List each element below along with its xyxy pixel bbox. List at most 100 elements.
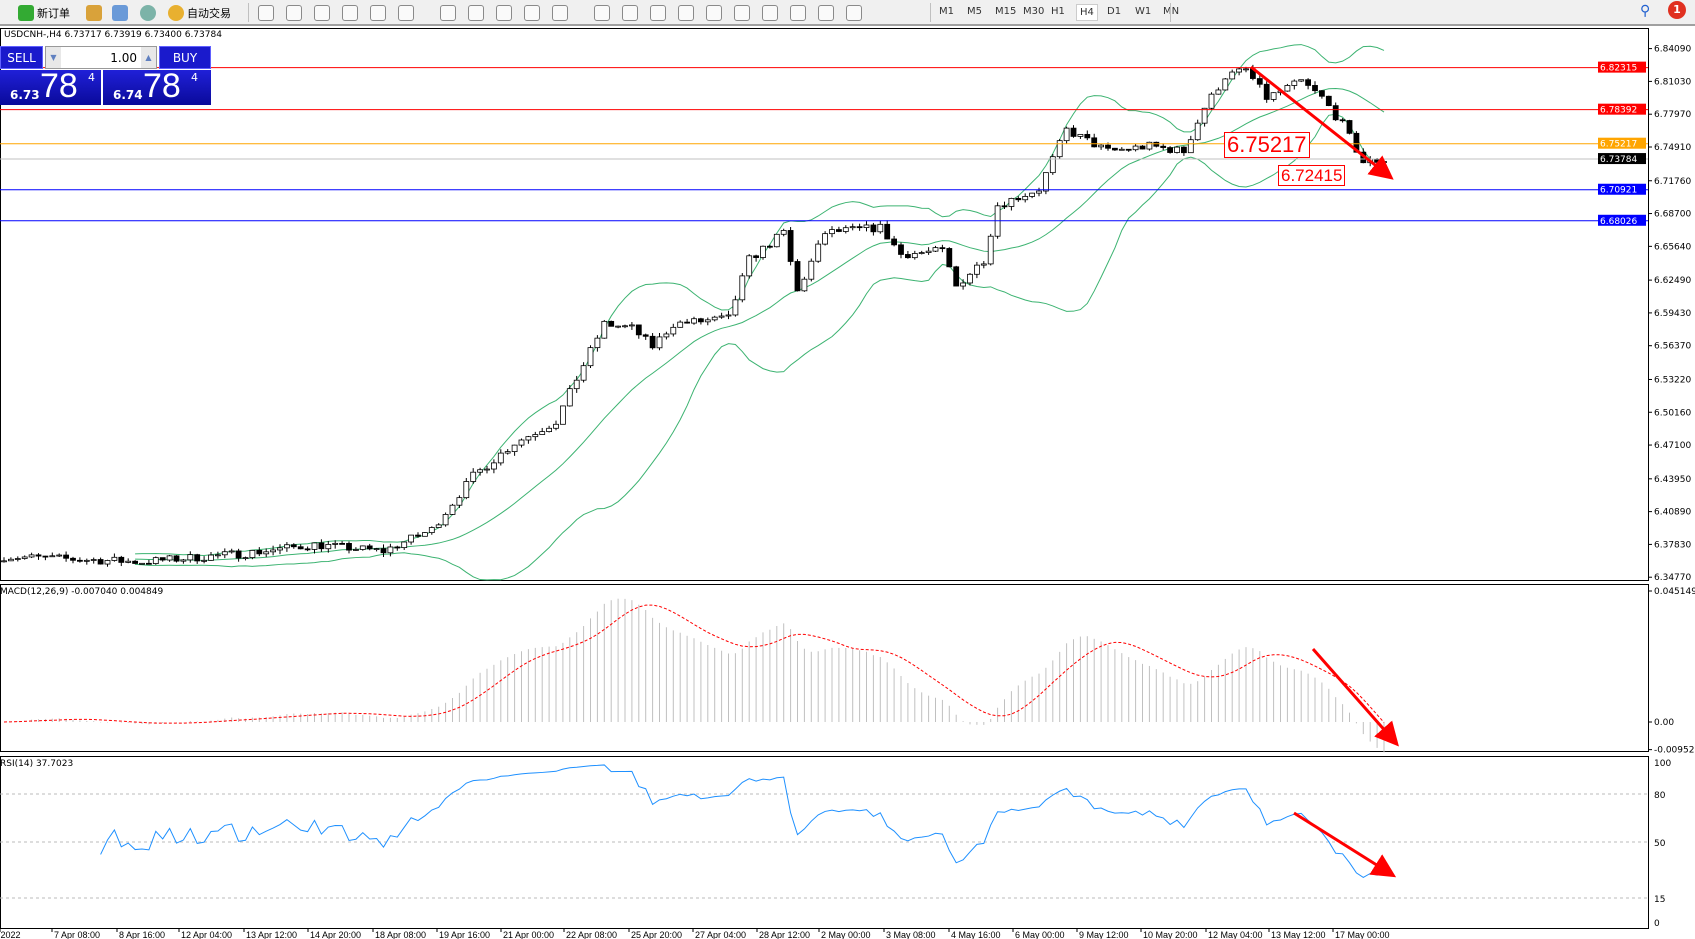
candle xyxy=(346,543,352,551)
price-tick-label: 6.37830 xyxy=(1654,540,1691,550)
candle xyxy=(822,233,828,245)
bollinger-lower xyxy=(135,113,1385,581)
new-order-icon xyxy=(18,4,34,21)
date-label: 18 Apr 08:00 xyxy=(375,930,426,939)
line-chart-icon[interactable] xyxy=(314,5,330,21)
chart-area[interactable]: 6.84090 6.81030 6.77970 6.74910 6.71760 6.687… xyxy=(0,26,1695,939)
timeframe-h1[interactable]: H1 xyxy=(1051,6,1065,17)
price-trend-arrow[interactable] xyxy=(1250,65,1394,180)
candle xyxy=(532,434,539,438)
indicators-icon[interactable] xyxy=(496,5,512,21)
candle xyxy=(691,318,697,324)
candle xyxy=(497,452,504,464)
candle xyxy=(560,405,566,425)
autoscroll-icon[interactable] xyxy=(468,5,484,21)
candle xyxy=(877,223,884,233)
price-tick-label: 6.62490 xyxy=(1654,276,1691,286)
candlestick-icon[interactable] xyxy=(286,5,302,21)
timeframe-m30[interactable]: M30 xyxy=(1023,6,1045,17)
price-tick-label: 6.59430 xyxy=(1654,309,1691,319)
tile-windows-icon[interactable] xyxy=(398,5,414,21)
periods-icon[interactable] xyxy=(524,5,540,21)
candle xyxy=(456,497,463,506)
candle xyxy=(1146,141,1153,150)
zoom-in-icon[interactable] xyxy=(342,5,358,21)
timeframe-w1[interactable]: W1 xyxy=(1135,6,1152,17)
signals-icon[interactable] xyxy=(140,5,156,21)
rsi-trend-arrow[interactable] xyxy=(1293,811,1397,878)
text-label-icon[interactable] xyxy=(818,5,834,21)
equidistant-channel-icon[interactable] xyxy=(734,5,750,21)
vertical-line-icon[interactable] xyxy=(650,5,666,21)
candle xyxy=(401,541,408,549)
candle xyxy=(1243,68,1249,71)
new-order-button[interactable]: 新订单 xyxy=(18,3,70,22)
candle xyxy=(725,314,732,317)
horizontal-line-icon[interactable] xyxy=(678,5,694,21)
price-annotation-low[interactable]: 6.72415 xyxy=(1278,165,1346,186)
candle xyxy=(90,559,97,561)
chart-shift-icon[interactable] xyxy=(440,5,456,21)
text-icon[interactable] xyxy=(790,5,806,21)
candle xyxy=(63,554,69,559)
candle xyxy=(794,261,801,292)
candle xyxy=(808,260,815,280)
timeframe-m15[interactable]: M15 xyxy=(995,6,1017,17)
sell-button[interactable]: SELL xyxy=(0,46,43,69)
timeframe-h4[interactable]: H4 xyxy=(1076,4,1098,21)
lot-increase-button[interactable]: ▲ xyxy=(141,47,156,68)
timeframe-mn[interactable]: MN xyxy=(1163,6,1180,17)
candle xyxy=(739,275,746,301)
trendline-icon[interactable] xyxy=(706,5,722,21)
lot-decrease-button[interactable]: ▼ xyxy=(46,47,61,68)
candle xyxy=(946,248,953,268)
candle xyxy=(1063,127,1070,142)
candle xyxy=(1174,146,1180,153)
sell-price[interactable]: 6.73 78 4 xyxy=(0,67,101,105)
lot-size-input[interactable]: ▼ 1.00 ▲ xyxy=(45,46,157,69)
fibonacci-icon[interactable] xyxy=(762,5,778,21)
timeframe-m1[interactable]: M1 xyxy=(939,6,954,17)
date-label: 21 Apr 00:00 xyxy=(503,930,554,939)
candle xyxy=(325,544,332,550)
buy-button[interactable]: BUY xyxy=(159,46,211,69)
toolbar-separator xyxy=(1170,3,1171,22)
candle xyxy=(394,546,401,549)
market-watch-icon[interactable] xyxy=(86,5,102,21)
chart-bar-icon[interactable] xyxy=(258,5,274,21)
arrows-icon[interactable] xyxy=(846,5,862,21)
date-label: 7 Apr 08:00 xyxy=(54,930,100,939)
price-tick-label: 6.47100 xyxy=(1654,441,1691,451)
cursor-icon[interactable] xyxy=(594,5,610,21)
candle xyxy=(339,542,346,545)
candle xyxy=(987,235,994,265)
navigator-icon[interactable] xyxy=(112,5,128,21)
chart-title: USDCNH-,H4 6.73717 6.73919 6.73400 6.737… xyxy=(4,30,222,40)
candle xyxy=(159,557,166,561)
auto-trading-button[interactable]: 自动交易 xyxy=(168,3,231,22)
macd-tick-label: 0.045149 xyxy=(1654,587,1695,597)
candle xyxy=(352,549,359,551)
zoom-out-icon[interactable] xyxy=(370,5,386,21)
sell-price-pip: 4 xyxy=(88,71,95,84)
notification-badge[interactable]: 1 xyxy=(1668,1,1686,19)
buy-price[interactable]: 6.74 78 4 xyxy=(103,67,211,105)
macd-trend-arrow[interactable] xyxy=(1311,648,1399,747)
date-label: 28 Apr 12:00 xyxy=(759,930,810,939)
candle xyxy=(870,224,877,233)
date-label: 12 May 04:00 xyxy=(1208,930,1263,939)
timeframe-m5[interactable]: M5 xyxy=(967,6,982,17)
candle xyxy=(1077,133,1084,137)
candle xyxy=(387,546,394,554)
timeframe-d1[interactable]: D1 xyxy=(1107,6,1122,17)
candle xyxy=(732,299,739,316)
price-annotation-resistance[interactable]: 6.75217 xyxy=(1224,132,1310,158)
candle xyxy=(1153,141,1160,147)
price-tick-label: 6.43950 xyxy=(1654,475,1691,485)
candle xyxy=(125,560,132,563)
candle xyxy=(1015,197,1022,201)
templates-icon[interactable] xyxy=(552,5,568,21)
crosshair-icon[interactable] xyxy=(622,5,638,21)
candle xyxy=(1001,205,1008,208)
search-icon[interactable]: ⚲ xyxy=(1640,3,1651,19)
